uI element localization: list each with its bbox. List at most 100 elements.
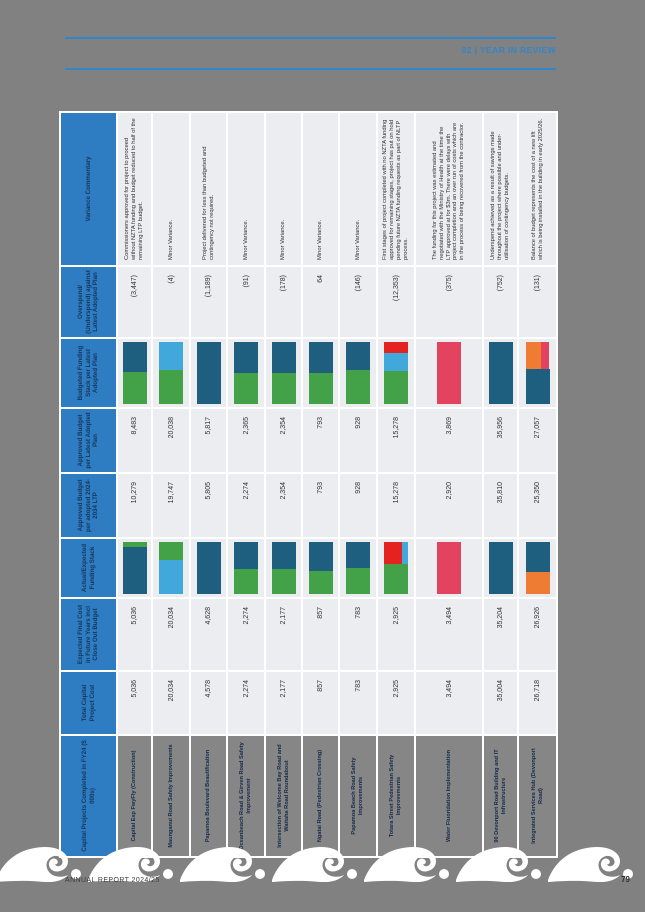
funding-stack-bar <box>196 542 221 594</box>
funding-stack-bar <box>384 342 408 404</box>
rotated-table-wrapper: Capital Projects Completed in FY24 ($ 00… <box>59 111 558 858</box>
stack-segment <box>196 342 221 404</box>
overspend-cell: (146) <box>340 267 376 337</box>
variance-commentary-cell: Project delivered for less than budgeted… <box>191 113 226 265</box>
stack-segment <box>122 371 147 404</box>
column-header-expected-cost: Expected Final Cost in Future Years incl… <box>61 599 116 670</box>
variance-commentary-cell: Minor Variance. <box>228 113 264 265</box>
budgeted-funding-stack-cell <box>484 339 517 407</box>
total-cost-cell: 2,177 <box>266 672 301 734</box>
total-cost-cell: 2,274 <box>228 672 264 734</box>
stack-segment <box>234 373 258 404</box>
stack-segment <box>346 369 370 404</box>
funding-stack-bar <box>437 342 461 404</box>
budgeted-funding-stack-cell <box>519 339 556 407</box>
approved-latest-budget-cell: 8,483 <box>118 409 151 472</box>
total-cost-cell: 3,494 <box>416 672 482 734</box>
overspend-cell: (12,353) <box>378 267 414 337</box>
funding-stack-bar <box>308 542 333 594</box>
actual-funding-stack-cell <box>118 539 151 597</box>
funding-stack-bar <box>159 342 183 404</box>
actual-funding-stack-cell <box>484 539 517 597</box>
stack-segment <box>122 342 147 372</box>
stack-segment <box>122 542 147 548</box>
expected-cost-cell: 35,204 <box>484 599 517 670</box>
approved-ltp-budget-cell: 15,278 <box>378 474 414 537</box>
budgeted-funding-stack-cell <box>266 339 301 407</box>
overspend-cell: (752) <box>484 267 517 337</box>
stack-segment <box>488 542 513 594</box>
overspend-cell: (375) <box>416 267 482 337</box>
stack-segment <box>346 568 370 594</box>
stack-segment <box>488 342 513 404</box>
column-header-actual-stack: Actual/Expected Funding Stack <box>61 539 116 597</box>
column-header-latest-budget: Approved Budget per Latest Adopted Plan <box>61 409 116 472</box>
funding-stack-bar <box>234 342 258 404</box>
approved-latest-budget-cell: 35,956 <box>484 409 517 472</box>
expected-cost-cell: 3,494 <box>416 599 482 670</box>
page-number: 79 <box>621 875 630 884</box>
stack-segment <box>308 570 333 594</box>
funding-stack-bar <box>271 542 296 594</box>
koru-pattern <box>0 847 633 882</box>
funding-stack-bar <box>271 342 296 404</box>
total-cost-cell: 35,004 <box>484 672 517 734</box>
budgeted-funding-stack-cell <box>153 339 189 407</box>
overspend-cell: (178) <box>266 267 301 337</box>
total-cost-cell: 2,925 <box>378 672 414 734</box>
variance-commentary-cell: The funding for this project was estimat… <box>416 113 482 265</box>
stack-segment <box>384 352 408 372</box>
budgeted-funding-stack-cell <box>228 339 264 407</box>
stack-segment <box>384 564 408 594</box>
expected-cost-cell: 2,274 <box>228 599 264 670</box>
funding-stack-bar <box>159 542 183 594</box>
stack-segment <box>159 542 183 561</box>
project-name-cell: Capital Exp FwyFly (Construction) <box>118 736 151 856</box>
variance-commentary-cell: Minor Variance. <box>303 113 338 265</box>
stack-segment <box>271 569 296 594</box>
stack-segment <box>234 342 258 373</box>
funding-stack-bar <box>346 342 370 404</box>
approved-latest-budget-cell: 3,869 <box>416 409 482 472</box>
stack-segment <box>384 371 408 404</box>
budgeted-funding-stack-cell <box>378 339 414 407</box>
stack-segment <box>346 542 370 568</box>
approved-ltp-budget-cell: 2,920 <box>416 474 482 537</box>
expected-cost-cell: 4,628 <box>191 599 226 670</box>
approved-ltp-budget-cell: 2,354 <box>266 474 301 537</box>
expected-cost-cell: 20,034 <box>153 599 189 670</box>
column-header-overspend: Overspend/ (Underspend) against Latest A… <box>61 267 116 337</box>
stack-segment <box>525 542 550 573</box>
variance-commentary-cell: Underspend achieved as a result of savin… <box>484 113 517 265</box>
column-header-ltp-budget: Approved Budget per adopted 2024-2034 LT… <box>61 474 116 537</box>
stack-segment <box>437 342 461 404</box>
stack-segment <box>346 342 370 370</box>
stack-segment <box>196 542 221 594</box>
overspend-cell: 64 <box>303 267 338 337</box>
stack-segment <box>384 342 408 353</box>
funding-stack-bar <box>384 542 408 594</box>
stack-segment <box>525 368 550 404</box>
stack-segment <box>525 342 550 369</box>
variance-commentary-cell: Minor Variance. <box>340 113 376 265</box>
stack-segment <box>271 373 296 404</box>
stack-segment <box>234 569 258 594</box>
actual-funding-stack-cell <box>153 539 189 597</box>
stack-segment <box>384 542 408 565</box>
column-header-projects: Capital Projects Completed in FY24 ($ 00… <box>61 736 116 856</box>
expected-cost-cell: 26,926 <box>519 599 556 670</box>
approved-latest-budget-cell: 793 <box>303 409 338 472</box>
actual-funding-stack-cell <box>340 539 376 597</box>
project-name-cell: Integrated Services Hub (Devonport Road) <box>519 736 556 856</box>
funding-stack-bar <box>488 542 513 594</box>
overspend-cell: (3,447) <box>118 267 151 337</box>
stack-segment <box>122 547 147 594</box>
capital-projects-table: Capital Projects Completed in FY24 ($ 00… <box>59 111 558 858</box>
funding-stack-bar <box>437 542 461 594</box>
total-cost-cell: 5,036 <box>118 672 151 734</box>
actual-funding-stack-cell <box>228 539 264 597</box>
approved-latest-budget-cell: 928 <box>340 409 376 472</box>
funding-stack-bar <box>525 342 550 404</box>
stack-segment <box>437 542 461 594</box>
approved-ltp-budget-cell: 10,279 <box>118 474 151 537</box>
